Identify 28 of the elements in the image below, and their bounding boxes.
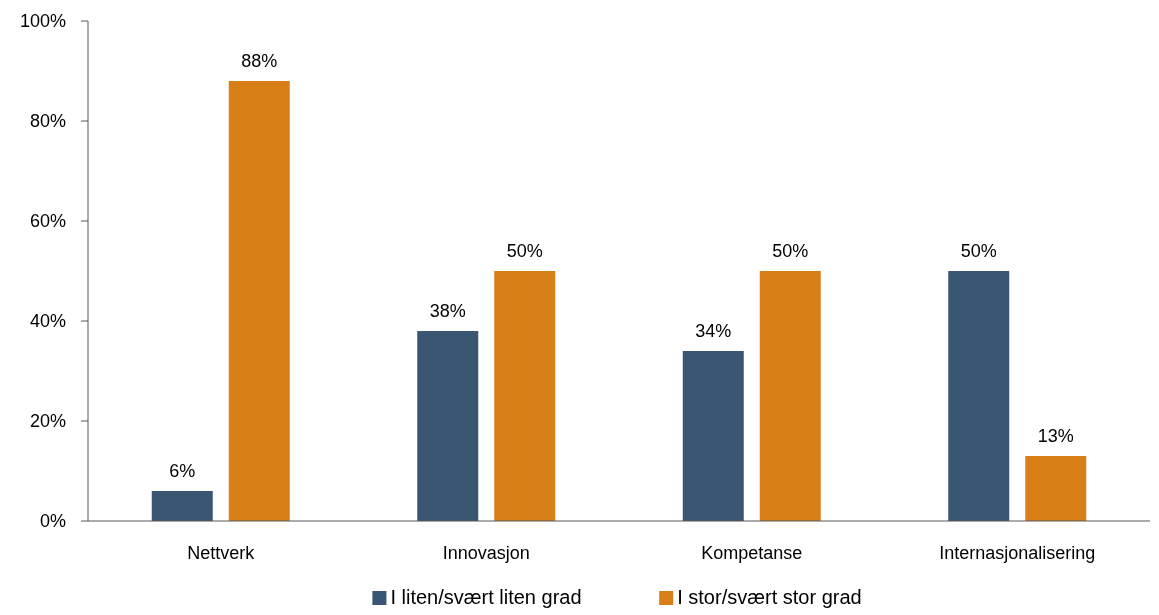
y-tick-label: 0% [39, 511, 66, 532]
bar [417, 331, 479, 521]
y-tick-label: 60% [29, 211, 66, 232]
bar [948, 271, 1010, 521]
data-label: 34% [695, 321, 732, 341]
bar [682, 351, 744, 521]
bar [494, 271, 556, 521]
bar [759, 271, 821, 521]
bar [151, 491, 213, 521]
legend-label: I stor/svært stor grad [677, 586, 862, 608]
y-tick-label: 100% [19, 11, 66, 32]
data-label: 50% [506, 241, 543, 261]
y-tick-label: 20% [29, 411, 66, 432]
data-label: 38% [429, 301, 466, 321]
x-tick-label: Kompetanse [701, 543, 803, 563]
bar [228, 81, 290, 521]
bar [1025, 456, 1087, 521]
data-label: 50% [960, 241, 997, 261]
data-label: 50% [772, 241, 809, 261]
y-tick-label: 80% [29, 111, 66, 132]
data-label: 88% [241, 51, 278, 71]
x-tick-label: Innovasjon [442, 543, 530, 563]
x-tick-label: Nettverk [187, 543, 256, 563]
x-tick-label: Internasjonalisering [939, 543, 1096, 563]
data-label: 13% [1037, 426, 1074, 446]
data-label: 6% [169, 461, 196, 481]
y-tick-label: 40% [29, 311, 66, 332]
legend-label: I liten/svært liten grad [390, 586, 582, 608]
